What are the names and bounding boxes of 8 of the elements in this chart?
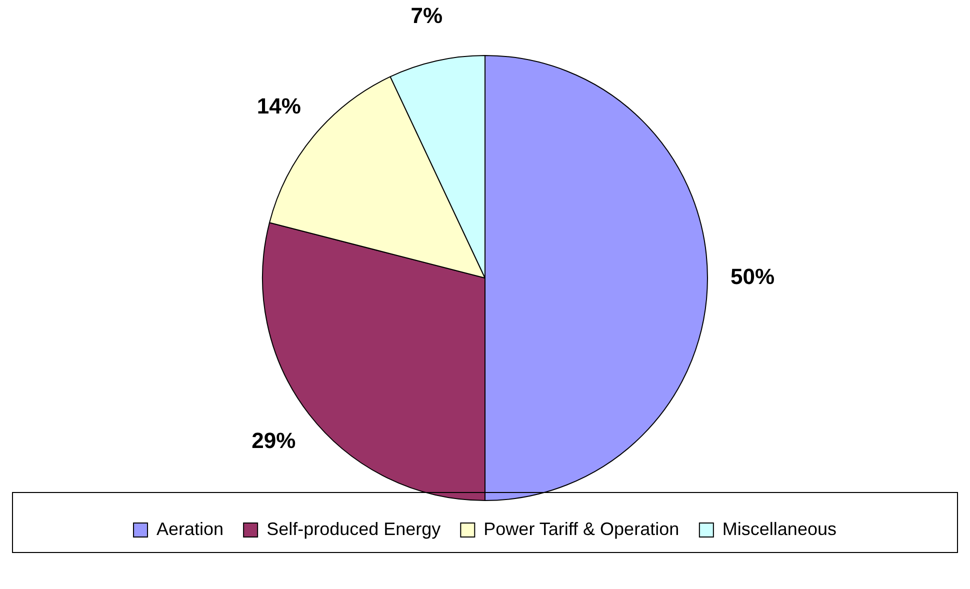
legend-label: Aeration <box>156 518 224 539</box>
data-label: 14% <box>256 94 301 119</box>
legend-label: Miscellaneous <box>722 518 836 539</box>
legend-label: Self-produced Energy <box>266 518 441 539</box>
legend-label: Power Tariff & Operation <box>484 518 680 539</box>
data-label: 29% <box>252 428 296 454</box>
data-label: 50% <box>730 264 775 290</box>
data-label: 7% <box>410 3 443 28</box>
